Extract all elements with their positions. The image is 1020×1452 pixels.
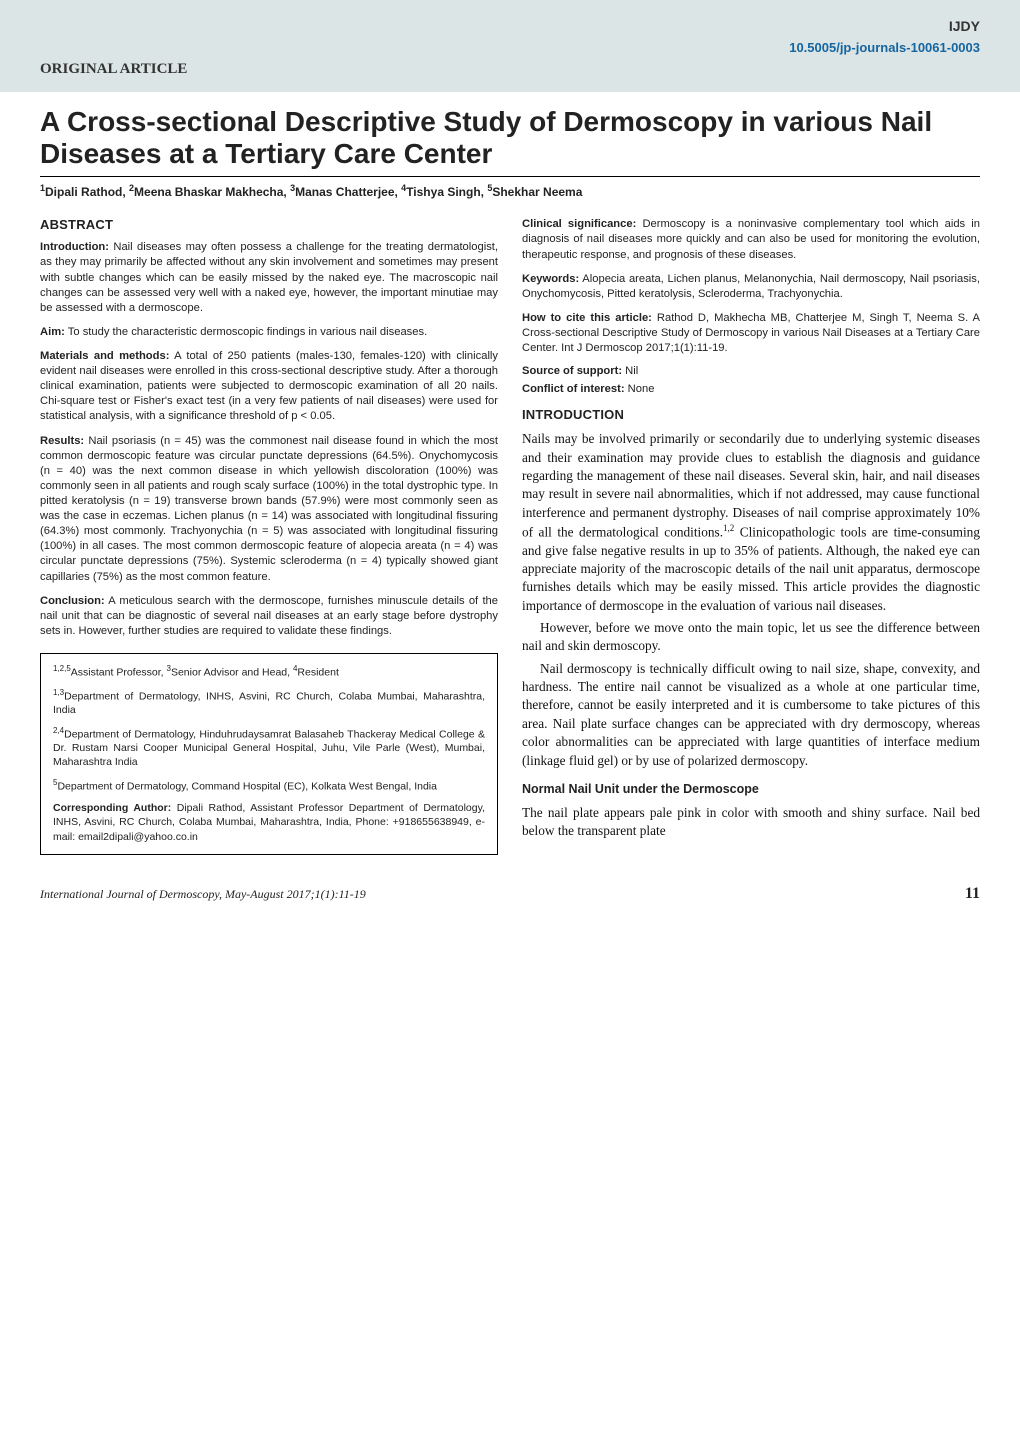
doi: 10.5005/jp-journals-10061-0003 [40,40,980,55]
affil-dept: 2,4Department of Dermatology, Hinduhruda… [53,726,485,770]
abstract-heading: ABSTRACT [40,217,498,232]
run-in-label: How to cite this article: [522,312,652,324]
footer-citation: International Journal of Dermoscopy, May… [40,887,366,902]
abstract-text: Nail diseases may often possess a challe… [40,241,498,313]
support-value: Nil [622,365,638,377]
affil-sup: 1,2,5 [53,664,71,673]
support-label: Source of support: [522,365,622,377]
affil-dept-text: Department of Dermatology, Hinduhrudaysa… [53,728,485,768]
content-area: A Cross-sectional Descriptive Study of D… [0,106,1020,875]
header-band: IJDY 10.5005/jp-journals-10061-0003 ORIG… [0,0,1020,92]
page-footer: International Journal of Dermoscopy, May… [0,875,1020,921]
abstract-aim: Aim: To study the characteristic dermosc… [40,325,498,340]
abstract-conclusion: Conclusion: A meticulous search with the… [40,594,498,639]
intro-p2: However, before we move onto the main to… [522,619,980,656]
affil-dept: 5Department of Dermatology, Command Hosp… [53,778,485,794]
author-name: Dipali Rathod, [45,185,129,199]
ref-sup: 1,2 [723,523,734,533]
article-type: ORIGINAL ARTICLE [40,61,980,78]
authors-line: 1Dipali Rathod, 2Meena Bhaskar Makhecha,… [40,183,980,199]
abstract-results: Results: Nail psoriasis (n = 45) was the… [40,434,498,585]
author-name: Meena Bhaskar Makhecha, [134,185,290,199]
source-of-support: Source of support: Nil [522,365,980,377]
run-in-label: Materials and methods: [40,350,169,362]
left-column: ABSTRACT Introduction: Nail diseases may… [40,217,498,854]
corr-label: Corresponding Author: [53,802,171,814]
affil-dept-text: Department of Dermatology, INHS, Asvini,… [53,690,485,716]
run-in-label: Results: [40,435,84,447]
right-column: Clinical significance: Dermoscopy is a n… [522,217,980,854]
journal-abbrev: IJDY [40,18,980,34]
affil-dept-text: Department of Dermatology, Command Hospi… [57,780,437,792]
abstract-text: A meticulous search with the dermoscope,… [40,595,498,637]
keywords: Keywords: Alopecia areata, Lichen planus… [522,272,980,302]
conflict-value: None [625,383,655,395]
abstract-methods: Materials and methods: A total of 250 pa… [40,349,498,425]
abstract-text: To study the characteristic dermoscopic … [65,326,427,338]
normal-nail-subheading: Normal Nail Unit under the Dermoscope [522,782,980,796]
conflict-label: Conflict of interest: [522,383,625,395]
affil-role-text: Resident [297,667,338,679]
run-in-label: Introduction: [40,241,109,253]
author-name: Shekhar Neema [492,185,582,199]
affil-sup: 2,4 [53,726,64,735]
run-in-label: Aim: [40,326,65,338]
corresponding-author: Corresponding Author: Dipali Rathod, Ass… [53,801,485,844]
run-in-label: Clinical significance: [522,218,636,230]
clinical-significance: Clinical significance: Dermoscopy is a n… [522,217,980,262]
article-title: A Cross-sectional Descriptive Study of D… [40,106,980,170]
run-in-label: Keywords: [522,273,579,285]
two-column-layout: ABSTRACT Introduction: Nail diseases may… [40,217,980,854]
abstract-intro: Introduction: Nail diseases may often po… [40,240,498,316]
affil-roles: 1,2,5Assistant Professor, 3Senior Adviso… [53,664,485,680]
page-number: 11 [965,885,980,903]
affil-dept: 1,3Department of Dermatology, INHS, Asvi… [53,688,485,718]
affil-role-text: Assistant Professor, [71,667,167,679]
author-name: Tishya Singh, [406,185,487,199]
affiliation-box: 1,2,5Assistant Professor, 3Senior Adviso… [40,653,498,855]
run-in-label: Conclusion: [40,595,105,607]
author-name: Manas Chatterjee, [295,185,401,199]
affil-role-text: Senior Advisor and Head, [171,667,293,679]
abstract-text: Nail psoriasis (n = 45) was the commones… [40,435,498,583]
affil-sup: 1,3 [53,688,64,697]
introduction-heading: INTRODUCTION [522,407,980,422]
conflict-of-interest: Conflict of interest: None [522,383,980,395]
intro-p3: Nail dermoscopy is technically difficult… [522,660,980,770]
intro-p1: Nails may be involved primarily or secon… [522,430,980,615]
how-to-cite: How to cite this article: Rathod D, Makh… [522,311,980,356]
title-rule [40,176,980,177]
intro-p4: The nail plate appears pale pink in colo… [522,804,980,841]
keywords-text: Alopecia areata, Lichen planus, Melanony… [522,273,980,300]
